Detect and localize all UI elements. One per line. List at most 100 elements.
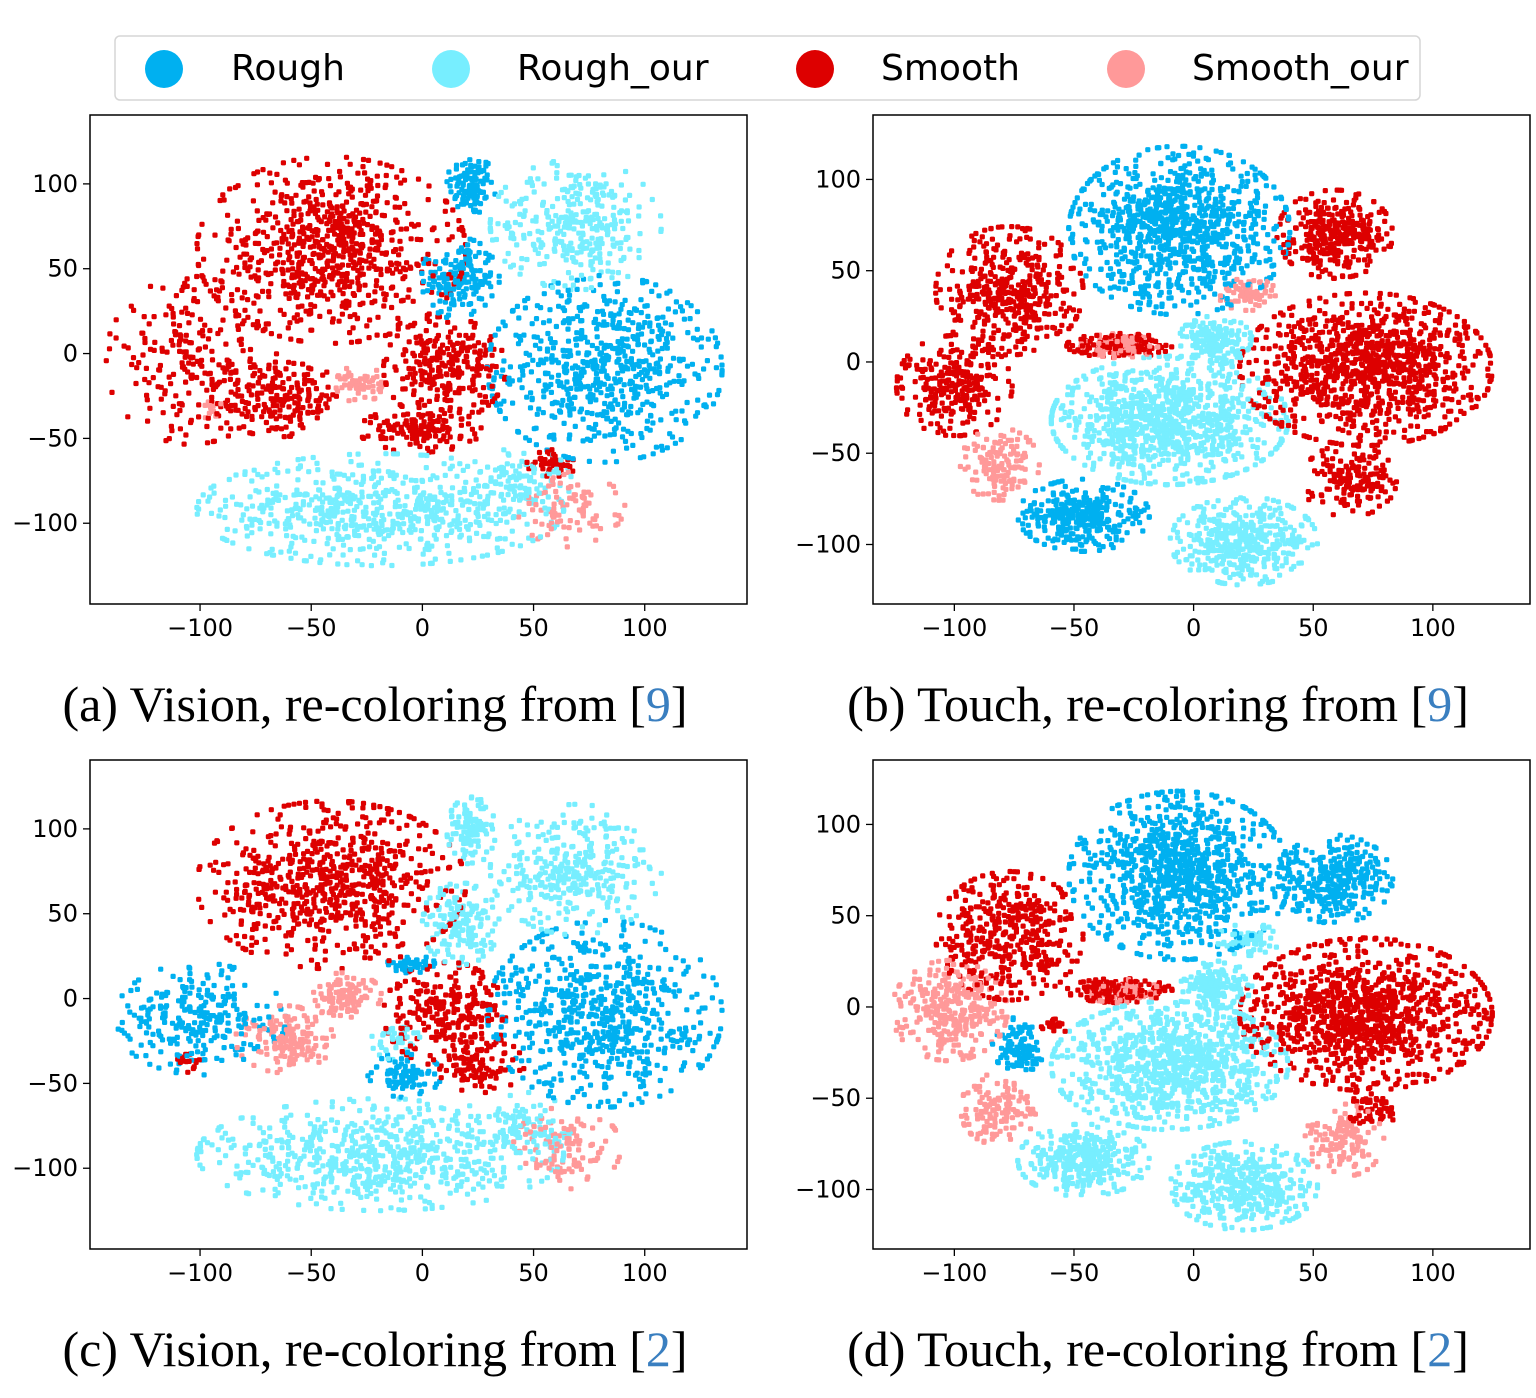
point-smooth: [272, 214, 279, 220]
point-rough-our: [379, 522, 385, 528]
legend-marker-smooth-our: [1107, 50, 1145, 88]
point-rough: [464, 175, 470, 181]
point-smooth: [287, 433, 293, 439]
point-rough: [605, 357, 611, 363]
point-smooth-our: [612, 490, 619, 496]
point-rough: [604, 301, 610, 307]
point-smooth: [423, 430, 429, 436]
point-smooth: [298, 277, 304, 284]
point-smooth: [242, 289, 248, 295]
point-smooth: [335, 282, 341, 288]
point-smooth: [168, 423, 174, 429]
point-smooth: [278, 193, 284, 199]
point-smooth: [428, 367, 435, 373]
point-smooth: [430, 449, 436, 455]
point-smooth: [290, 412, 296, 418]
point-rough-our: [1180, 546, 1187, 552]
point-rough: [486, 273, 492, 279]
point-rough: [575, 350, 581, 356]
point-rough: [566, 298, 572, 304]
point-rough: [612, 281, 618, 287]
point-smooth: [299, 303, 305, 309]
point-rough-our: [1239, 454, 1245, 460]
point-rough: [549, 339, 555, 346]
point-smooth: [326, 176, 332, 182]
point-smooth: [263, 419, 269, 426]
point-smooth: [411, 388, 417, 394]
point-rough: [556, 303, 562, 309]
point-rough-our: [536, 237, 542, 243]
point-rough-our: [420, 551, 426, 557]
point-smooth: [269, 380, 276, 386]
point-smooth: [179, 309, 185, 315]
point-rough: [502, 323, 508, 329]
point-smooth-our: [618, 516, 624, 522]
point-smooth: [419, 376, 425, 382]
point-rough: [1152, 177, 1158, 183]
point-smooth: [280, 160, 286, 166]
point-rough-our: [274, 523, 280, 529]
point-rough: [442, 299, 448, 305]
point-smooth: [399, 429, 405, 435]
point-rough-our: [580, 245, 587, 252]
point-rough-our: [594, 227, 600, 233]
point-rough: [659, 345, 665, 352]
point-rough: [555, 372, 562, 378]
point-rough: [465, 188, 471, 195]
point-rough-our: [466, 535, 472, 541]
point-rough-our: [615, 270, 621, 276]
point-smooth: [160, 285, 166, 291]
point-rough-our: [402, 474, 409, 480]
point-smooth: [247, 356, 253, 362]
point-rough: [648, 413, 654, 419]
point-smooth: [347, 229, 353, 235]
point-rough-our: [249, 530, 255, 536]
point-smooth: [315, 177, 321, 183]
point-rough-our: [599, 225, 606, 231]
point-smooth: [380, 429, 386, 435]
point-rough-our: [636, 213, 642, 219]
point-rough-our: [328, 498, 334, 505]
point-rough-our: [240, 512, 246, 518]
point-rough-our: [493, 236, 499, 243]
point-smooth-our: [593, 513, 599, 519]
point-smooth: [450, 367, 456, 373]
point-smooth-our: [561, 471, 567, 478]
point-smooth: [381, 303, 387, 309]
point-rough-our: [510, 496, 517, 502]
point-smooth: [311, 250, 317, 257]
point-smooth: [230, 269, 236, 275]
point-rough-our: [503, 470, 509, 476]
point-rough-our: [518, 483, 524, 489]
point-rough-our: [311, 538, 317, 544]
point-smooth: [234, 218, 240, 224]
point-rough-our: [458, 497, 464, 503]
point-rough: [448, 261, 454, 268]
point-rough-our: [337, 471, 343, 477]
point-smooth: [398, 246, 404, 252]
point-rough-our: [594, 199, 600, 205]
point-rough-our: [415, 498, 421, 504]
point-smooth: [347, 283, 353, 290]
point-rough-our: [571, 201, 577, 207]
point-rough-our: [636, 255, 642, 261]
point-rough: [533, 442, 539, 448]
point-rough-our: [320, 492, 326, 498]
point-rough-our: [572, 218, 578, 224]
point-rough: [545, 370, 551, 377]
point-smooth: [183, 432, 189, 438]
point-rough: [534, 411, 540, 417]
point-smooth: [1306, 497, 1312, 503]
point-rough-our: [551, 279, 557, 285]
point-smooth: [1370, 442, 1376, 448]
point-smooth: [326, 218, 332, 224]
point-rough: [1172, 303, 1178, 309]
point-rough: [613, 459, 620, 465]
point-rough-our: [1305, 545, 1311, 551]
point-rough-our: [353, 479, 359, 485]
point-rough-our: [359, 562, 365, 568]
point-smooth: [415, 176, 422, 182]
point-rough-our: [618, 182, 624, 188]
point-rough-our: [1211, 504, 1217, 510]
point-rough-our: [1296, 534, 1302, 540]
